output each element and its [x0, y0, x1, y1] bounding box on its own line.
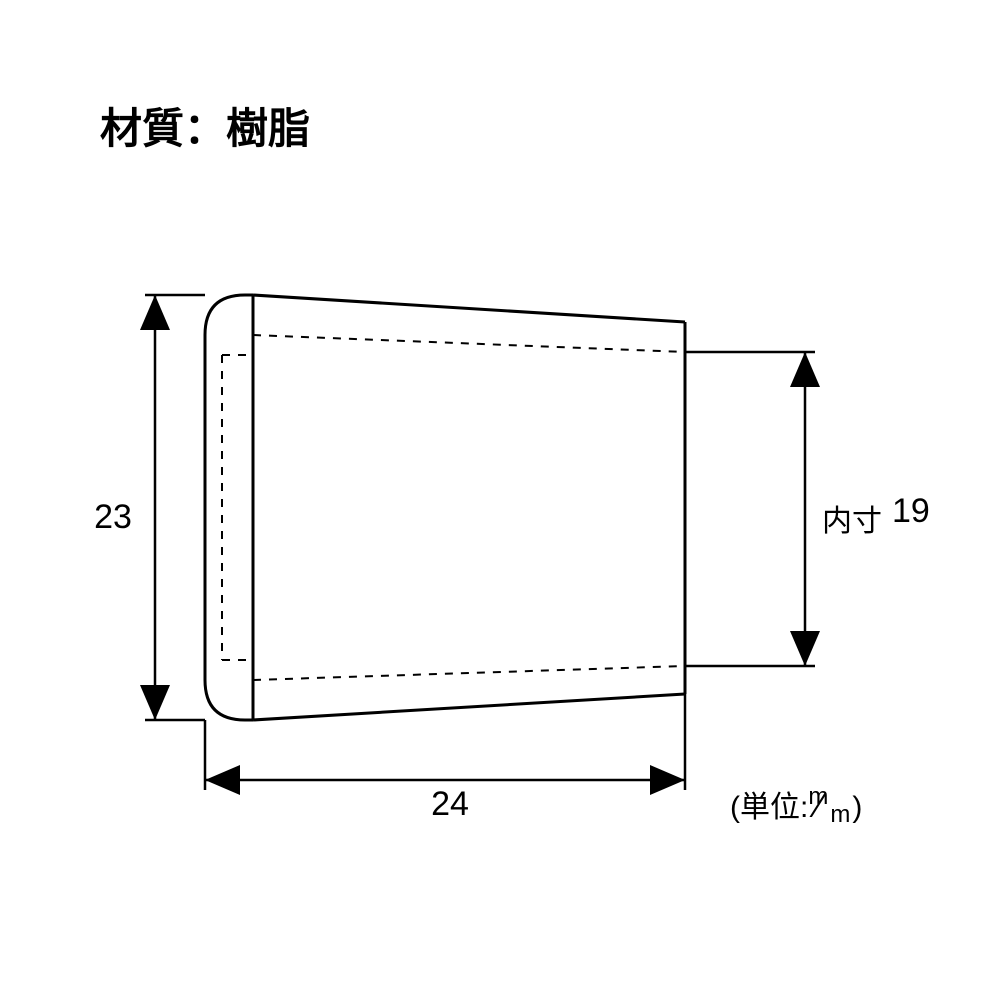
dim-bottom-value: 24 — [420, 785, 480, 824]
unit-denom: m — [830, 801, 850, 829]
part-front-outline — [205, 295, 253, 720]
inner-bottom-dash — [253, 666, 685, 680]
dim-right-value: 19 — [892, 492, 930, 531]
dim-left-value: 23 — [88, 498, 138, 537]
unit-label: (単位: m ∕ m ) — [730, 782, 862, 827]
part-bottom-edge — [253, 694, 685, 720]
unit-prefix: (単位: — [730, 791, 808, 824]
diagram-canvas: 材質：樹脂 — [0, 0, 1000, 1000]
inner-top-dash — [253, 335, 685, 352]
dim-right-label: 内寸 — [822, 496, 882, 540]
part-top-edge — [253, 295, 685, 322]
unit-suffix: ) — [852, 791, 862, 824]
unit-slash: ∕ — [816, 787, 822, 826]
